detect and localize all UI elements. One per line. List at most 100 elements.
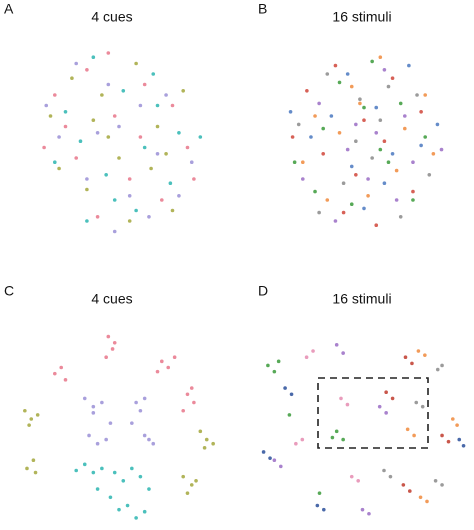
point — [367, 511, 371, 516]
point — [301, 160, 305, 164]
point — [134, 61, 138, 66]
point — [31, 458, 36, 463]
point — [106, 135, 111, 139]
point — [151, 441, 156, 446]
point — [95, 131, 100, 135]
point — [147, 487, 151, 491]
point — [82, 462, 87, 467]
point — [160, 359, 164, 364]
point — [192, 177, 196, 181]
point — [272, 458, 277, 463]
point — [160, 198, 164, 202]
point — [138, 474, 143, 479]
point — [322, 507, 326, 512]
point — [374, 223, 379, 227]
point — [317, 101, 321, 106]
point — [29, 417, 34, 421]
point — [35, 413, 40, 417]
point — [341, 210, 346, 215]
point — [425, 499, 429, 504]
point — [127, 219, 132, 223]
point — [138, 135, 143, 139]
point — [313, 114, 317, 118]
point — [142, 509, 147, 514]
point — [427, 173, 432, 177]
panel-title: 4 cues — [91, 9, 132, 25]
point — [435, 367, 440, 372]
point — [189, 160, 194, 164]
point — [185, 392, 190, 397]
point — [53, 93, 57, 97]
point — [127, 177, 132, 181]
point — [74, 468, 78, 473]
point — [268, 456, 272, 460]
point — [155, 103, 160, 108]
point — [420, 404, 425, 409]
point — [134, 516, 138, 520]
point — [362, 206, 366, 211]
point — [287, 413, 292, 417]
point — [85, 187, 89, 192]
point — [378, 118, 383, 122]
panel-title: 16 stimuli — [332, 9, 391, 25]
point — [321, 152, 326, 156]
point — [378, 55, 383, 59]
point — [211, 441, 215, 446]
point — [181, 474, 185, 479]
point — [398, 215, 403, 219]
point — [91, 55, 96, 59]
point — [405, 427, 410, 432]
point — [370, 59, 374, 64]
point — [407, 63, 411, 68]
point — [412, 433, 416, 438]
point — [304, 355, 309, 360]
point — [91, 470, 96, 475]
point — [95, 215, 100, 219]
point — [461, 443, 466, 448]
point — [142, 433, 147, 438]
point — [457, 437, 462, 442]
point — [85, 68, 89, 72]
point — [130, 466, 134, 471]
point — [349, 202, 354, 206]
point — [356, 479, 361, 483]
point — [419, 110, 423, 114]
point — [155, 369, 160, 374]
point — [414, 400, 419, 405]
point — [104, 437, 108, 442]
point — [108, 421, 113, 425]
point — [382, 181, 387, 185]
point — [177, 131, 181, 135]
point — [345, 72, 350, 76]
point — [172, 355, 177, 360]
point — [283, 386, 287, 390]
point — [349, 164, 354, 169]
point — [341, 351, 345, 355]
point — [149, 166, 153, 171]
point — [334, 429, 339, 434]
point — [418, 495, 423, 500]
point — [439, 147, 444, 152]
panel-label: A — [4, 1, 14, 17]
point — [374, 131, 379, 135]
point — [177, 194, 181, 198]
point — [433, 479, 438, 483]
point — [91, 404, 96, 409]
point — [112, 114, 117, 118]
point — [366, 194, 370, 198]
point — [170, 103, 175, 108]
point — [358, 97, 362, 101]
point — [57, 166, 61, 171]
point — [415, 93, 419, 97]
point — [82, 396, 87, 401]
point — [451, 417, 455, 421]
point — [112, 198, 117, 202]
point — [166, 365, 171, 370]
point — [440, 433, 444, 438]
point — [147, 437, 151, 442]
point — [53, 371, 57, 376]
point — [170, 208, 175, 213]
point — [329, 114, 334, 118]
point — [142, 396, 147, 401]
point — [354, 139, 358, 143]
